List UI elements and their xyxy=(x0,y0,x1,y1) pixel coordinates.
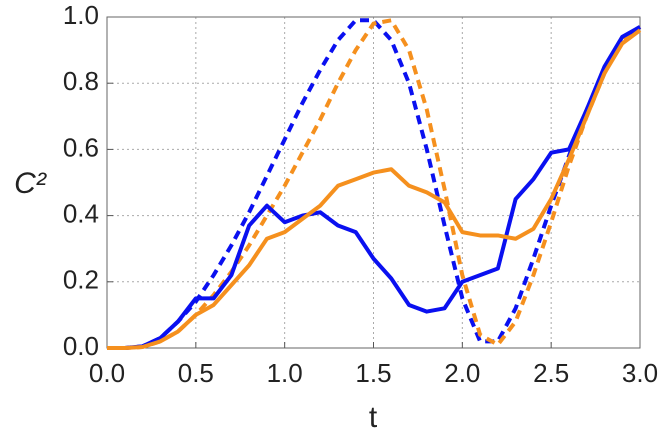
y-tick-label: 0.0 xyxy=(63,331,99,361)
y-tick-label: 0.4 xyxy=(63,198,99,228)
x-tick-label: 1.5 xyxy=(355,358,391,388)
x-tick-label: 2.5 xyxy=(533,358,569,388)
data-line xyxy=(107,18,642,350)
x-tick-label: 0.5 xyxy=(178,358,214,388)
y-tick-label: 0.6 xyxy=(63,132,99,162)
x-tick-label: 3.0 xyxy=(622,358,658,388)
x-tick-label: 0.0 xyxy=(89,358,125,388)
x-tick-label: 2.0 xyxy=(444,358,480,388)
y-tick-label: 0.2 xyxy=(63,265,99,295)
y-tick-label: 0.8 xyxy=(63,66,99,96)
data-line xyxy=(107,28,642,350)
x-axis-label: t xyxy=(369,401,378,434)
y-tick-label: 1.0 xyxy=(63,0,99,30)
data-line xyxy=(107,25,641,350)
y-axis-label: C² xyxy=(14,167,47,200)
x-tick-label: 1.0 xyxy=(267,358,303,388)
plot-frame xyxy=(106,16,641,349)
